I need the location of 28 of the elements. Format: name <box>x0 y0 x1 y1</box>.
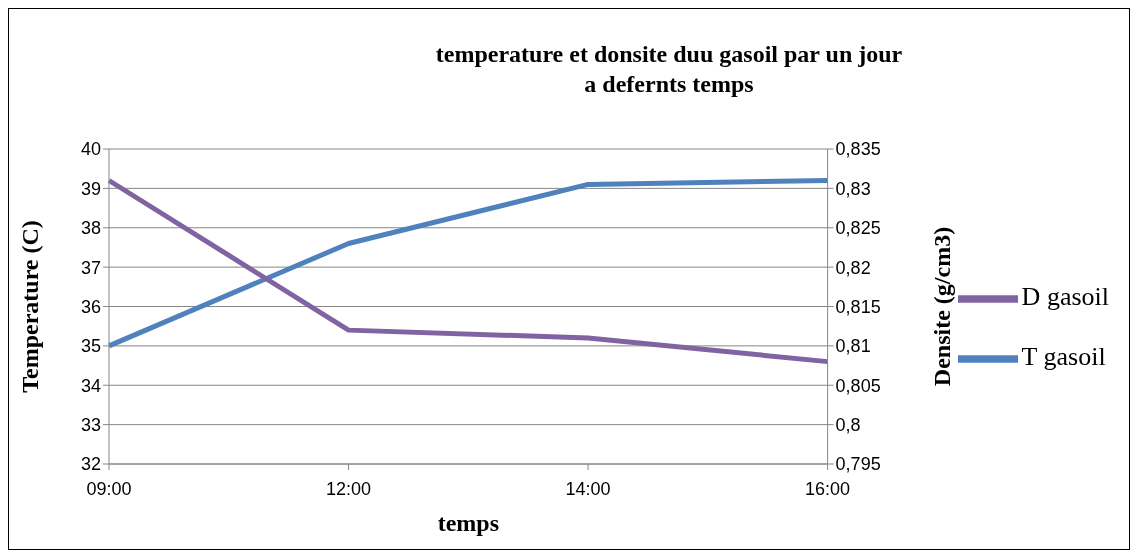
y2-tick-label: 0,83 <box>835 178 871 199</box>
y2-tick-label: 0,805 <box>835 375 881 396</box>
x-tick-label: 14:00 <box>565 478 611 499</box>
y-tick-label: 33 <box>80 415 101 436</box>
y2-tick-label: 0,82 <box>835 257 871 278</box>
y-tick-label: 38 <box>80 218 101 239</box>
y-axis-title: Temperature (C) <box>16 220 43 393</box>
y2-axis-title: Densite (g/cm3) <box>929 226 956 387</box>
y-tick-label: 34 <box>80 375 101 396</box>
y-tick-label: 32 <box>80 454 101 475</box>
y-tick-label: 39 <box>80 178 101 199</box>
y2-tick-label: 0,795 <box>835 454 881 475</box>
x-axis-title: temps <box>437 510 499 536</box>
y-tick-label: 40 <box>80 139 101 160</box>
y2-tick-label: 0,835 <box>835 139 881 160</box>
legend-label: D gasoil <box>1021 281 1109 311</box>
x-tick-label: 09:00 <box>86 478 132 499</box>
y-tick-label: 36 <box>80 296 101 317</box>
y2-tick-label: 0,825 <box>835 218 881 239</box>
y-tick-label: 37 <box>80 257 101 278</box>
y-tick-label: 35 <box>80 336 101 357</box>
x-tick-label: 16:00 <box>805 478 851 499</box>
y2-tick-label: 0,81 <box>835 336 871 357</box>
x-tick-label: 12:00 <box>326 478 372 499</box>
y2-tick-label: 0,815 <box>835 296 881 317</box>
legend-label: T gasoil <box>1021 341 1106 371</box>
y2-tick-label: 0,8 <box>835 415 861 436</box>
chart-title: temperature et donsite duu gasoil par un jour a defernts temps <box>434 40 904 99</box>
